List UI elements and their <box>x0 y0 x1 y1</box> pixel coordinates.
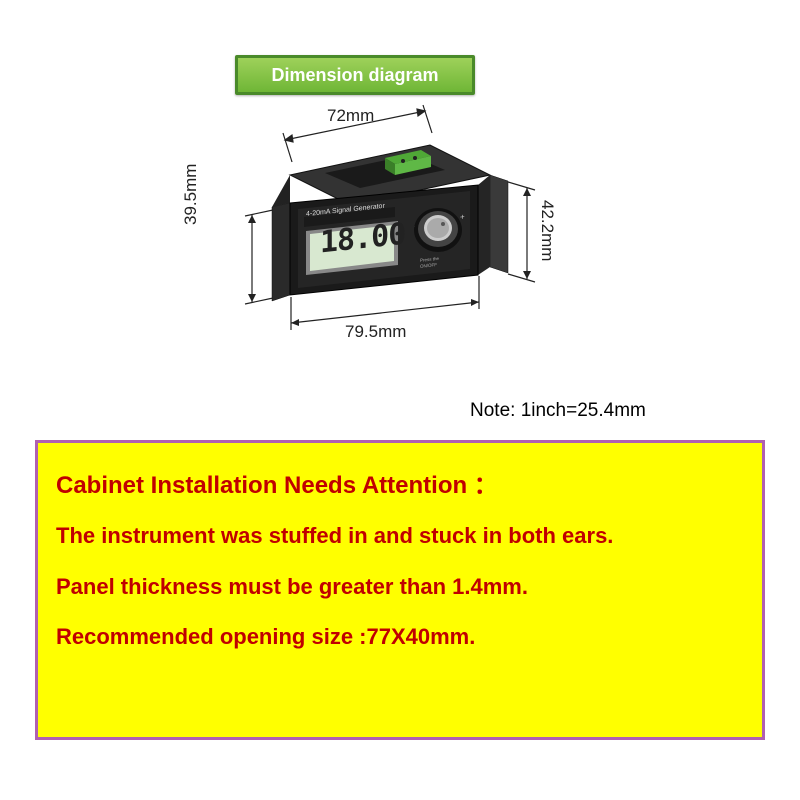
warning-line-3: Recommended opening size :77X40mm. <box>56 623 744 652</box>
warning-box: Cabinet Installation Needs Attention ： T… <box>35 440 765 740</box>
dim-right: 42.2mm <box>537 200 557 261</box>
title-badge: Dimension diagram <box>235 55 475 95</box>
warning-line-1: The instrument was stuffed in and stuck … <box>56 522 744 551</box>
warning-title: Cabinet Installation Needs Attention ： <box>56 465 744 500</box>
title-text: Dimension diagram <box>271 65 438 86</box>
dimension-diagram: 4-20mA Signal Generator 18.00 - + Press … <box>175 100 595 390</box>
dim-left: 39.5mm <box>181 164 201 225</box>
dimension-lines <box>175 100 595 390</box>
dim-top: 72mm <box>327 106 374 126</box>
unit-note: Note: 1inch=25.4mm <box>470 400 646 422</box>
dim-bottom: 79.5mm <box>345 322 406 342</box>
warning-line-2: Panel thickness must be greater than 1.4… <box>56 573 744 602</box>
